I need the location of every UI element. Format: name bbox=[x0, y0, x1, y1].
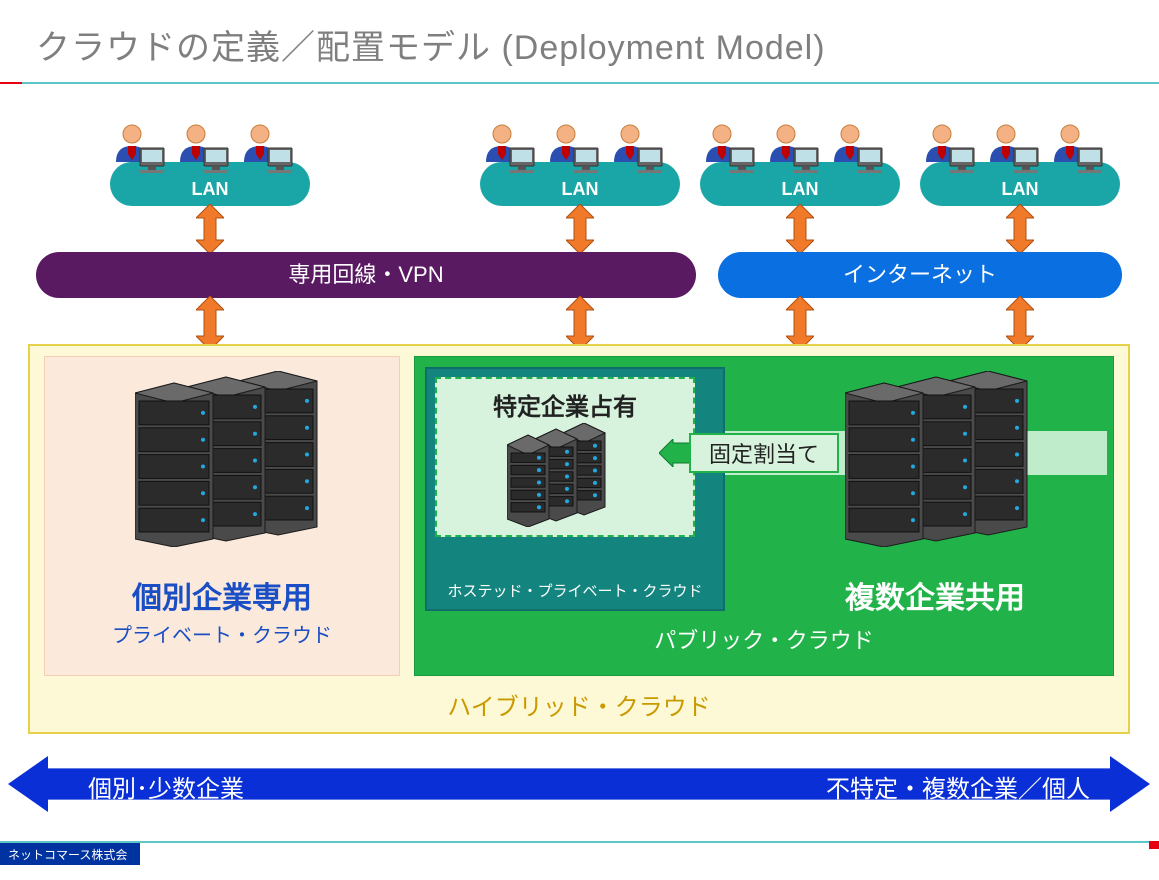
page-title: クラウドの定義／配置モデル (Deployment Model) bbox=[36, 20, 826, 69]
private-cloud-box: 個別企業専用 プライベート・クラウド bbox=[44, 356, 400, 676]
vpn-connector-bar: 専用回線・VPN bbox=[36, 252, 696, 298]
fixed-allocation-label: 固定割当て bbox=[689, 433, 839, 473]
server-cluster-icon bbox=[507, 423, 615, 532]
user-icon bbox=[700, 122, 760, 188]
lan-label: LAN bbox=[1002, 179, 1039, 200]
user-icon bbox=[480, 122, 540, 188]
user-icon bbox=[110, 122, 170, 188]
hosted-private-cloud-subtitle: ホステッド・プライベート・クラウド bbox=[425, 580, 725, 601]
spectrum-right-label: 不特定・複数企業／個人 bbox=[826, 769, 1090, 804]
lan-label: LAN bbox=[782, 179, 819, 200]
double-arrow-icon bbox=[196, 204, 224, 254]
user-group: LAN bbox=[110, 116, 310, 206]
private-cloud-title: 個別企業専用 bbox=[45, 573, 399, 617]
server-cluster-icon bbox=[845, 371, 1037, 552]
double-arrow-icon bbox=[786, 204, 814, 254]
spectrum-arrow: 個別･少数企業 不特定・複数企業／個人 bbox=[8, 756, 1150, 812]
double-arrow-icon bbox=[566, 296, 594, 350]
public-cloud-title: 複数企業共用 bbox=[775, 573, 1095, 617]
double-arrow-icon bbox=[566, 204, 594, 254]
hosted-private-cloud-box: 特定企業占有 bbox=[435, 377, 695, 537]
user-icon bbox=[828, 122, 888, 188]
alloc-arrow-icon bbox=[659, 439, 693, 472]
user-icon bbox=[238, 122, 298, 188]
user-icon bbox=[920, 122, 980, 188]
public-cloud-box: 特定企業占有 bbox=[414, 356, 1114, 676]
double-arrow-icon bbox=[1006, 296, 1034, 350]
server-cluster-icon bbox=[135, 371, 327, 552]
internet-connector-bar: インターネット bbox=[718, 252, 1122, 298]
spectrum-left-label: 個別･少数企業 bbox=[88, 769, 244, 804]
user-icon bbox=[608, 122, 668, 188]
private-cloud-subtitle: プライベート・クラウド bbox=[45, 619, 399, 648]
footer-company: ネットコマース株式会社 bbox=[0, 843, 140, 865]
user-group: LAN bbox=[700, 116, 900, 206]
lan-label: LAN bbox=[192, 179, 229, 200]
public-cloud-subtitle: パブリック・クラウド bbox=[415, 623, 1113, 655]
user-group: LAN bbox=[920, 116, 1120, 206]
lan-label: LAN bbox=[562, 179, 599, 200]
double-arrow-icon bbox=[196, 296, 224, 350]
hosted-private-cloud-title: 特定企業占有 bbox=[437, 387, 693, 422]
title-rule bbox=[0, 82, 1159, 84]
double-arrow-icon bbox=[786, 296, 814, 350]
user-group: LAN bbox=[480, 116, 680, 206]
hybrid-cloud-label: ハイブリッド・クラウド bbox=[30, 687, 1128, 722]
double-arrow-icon bbox=[1006, 204, 1034, 254]
footer-rule bbox=[0, 841, 1159, 843]
user-icon bbox=[1048, 122, 1108, 188]
